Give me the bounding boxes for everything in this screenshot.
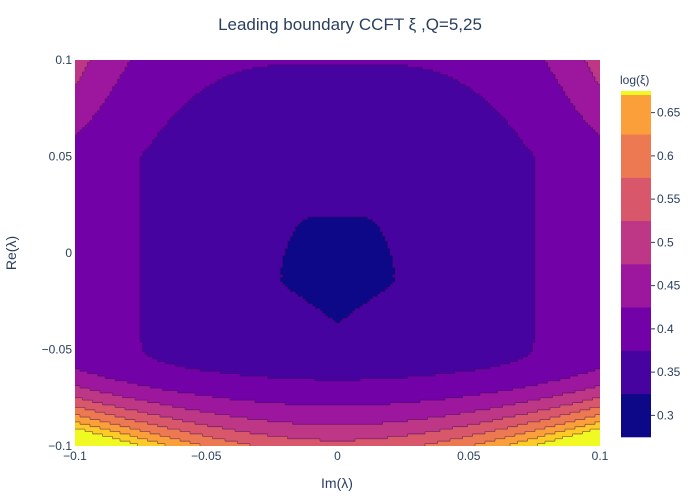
colorbar-tick-label: 0.65 bbox=[657, 106, 681, 120]
contour-lines bbox=[75, 60, 600, 446]
contour-band bbox=[75, 60, 600, 406]
y-tick-label: −0.1 bbox=[48, 439, 72, 453]
colorbar-tick-label: 0.4 bbox=[657, 322, 674, 336]
colorbar-swatch bbox=[621, 264, 651, 308]
y-axis: −0.1 −0.05 0 0.05 0.1 bbox=[42, 53, 73, 453]
colorbar-swatch bbox=[621, 350, 651, 395]
y-tick-label: 0.1 bbox=[55, 53, 72, 67]
x-tick-label: −0.05 bbox=[191, 449, 222, 463]
colorbar: 0.3 0.35 0.4 0.45 0.5 0.55 0.6 0.65 bbox=[621, 91, 681, 438]
contour-band bbox=[75, 429, 600, 446]
contour-band bbox=[280, 216, 396, 324]
colorbar-swatch bbox=[621, 220, 651, 265]
y-tick-label: 0.05 bbox=[49, 150, 73, 164]
colorbar-tick-label: 0.6 bbox=[657, 149, 674, 163]
colorbar-tick-label: 0.35 bbox=[657, 365, 681, 379]
x-tick-label: 0.05 bbox=[457, 449, 481, 463]
contour-plot-area bbox=[75, 60, 600, 446]
y-axis-label: Re(λ) bbox=[3, 236, 19, 270]
colorbar-tick-label: 0.5 bbox=[657, 235, 674, 249]
colorbar-tick-label: 0.3 bbox=[657, 408, 674, 422]
colorbar-title: log(ξ) bbox=[620, 73, 649, 87]
contour-band bbox=[75, 60, 600, 425]
y-tick-label: 0 bbox=[65, 246, 72, 260]
x-tick-label: −0.1 bbox=[63, 449, 87, 463]
contour-band bbox=[75, 60, 600, 442]
colorbar-tick-label: 0.55 bbox=[657, 192, 681, 206]
colorbar-swatch bbox=[621, 91, 651, 135]
colorbar-swatch bbox=[621, 134, 651, 178]
colorbar-swatch bbox=[621, 393, 651, 438]
chart-title: Leading boundary CCFT ξ ,Q=5,25 bbox=[218, 15, 482, 34]
contour-band bbox=[75, 397, 600, 446]
colorbar-swatch bbox=[621, 177, 651, 222]
x-axis: −0.1 −0.05 0 0.05 0.1 bbox=[63, 449, 609, 463]
x-tick-label: 0 bbox=[334, 449, 341, 463]
colorbar-swatch bbox=[621, 307, 651, 351]
x-axis-label: Im(λ) bbox=[321, 475, 353, 491]
y-tick-label: −0.05 bbox=[42, 343, 73, 357]
contour-band bbox=[140, 64, 536, 382]
colorbar-tick-label: 0.45 bbox=[657, 279, 681, 293]
colorbar-swatch bbox=[621, 91, 651, 95]
x-tick-label: 0.1 bbox=[592, 449, 609, 463]
